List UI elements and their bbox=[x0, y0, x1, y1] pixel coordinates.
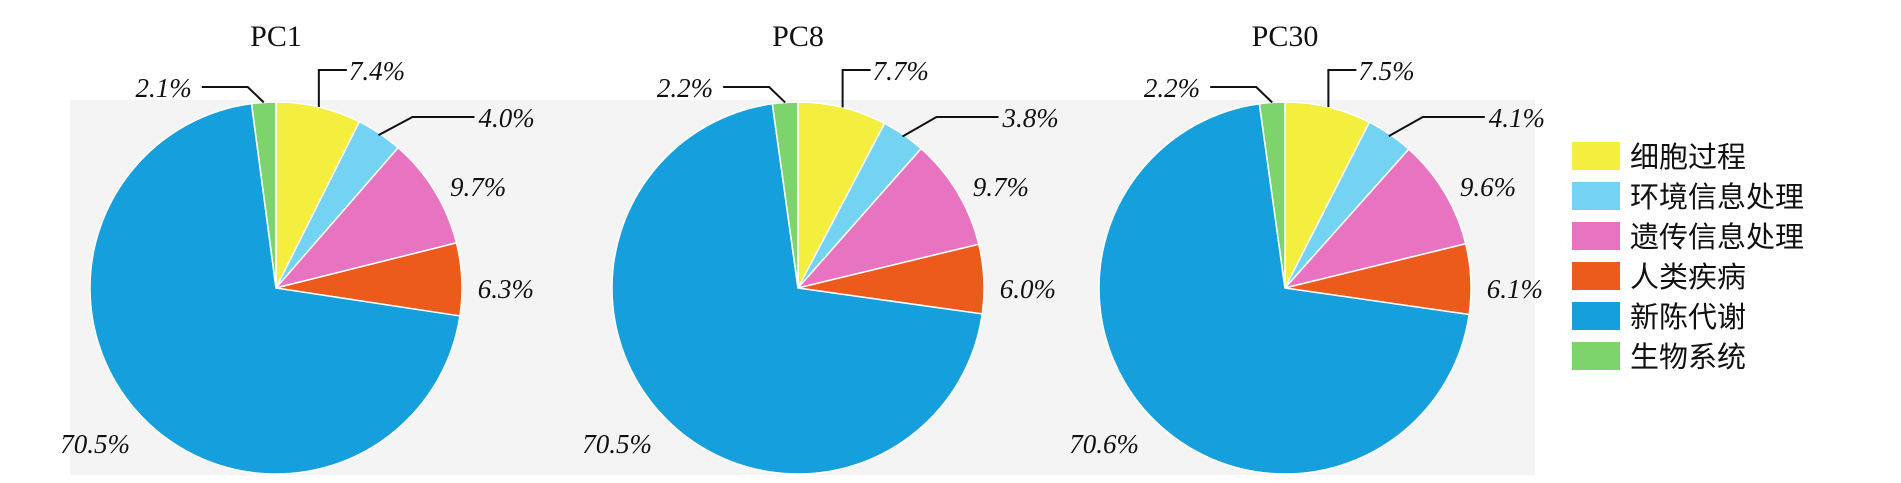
slice-label: 2.2% bbox=[657, 73, 713, 103]
slice-label: 70.6% bbox=[1069, 429, 1139, 459]
slice-label: 9.7% bbox=[973, 172, 1029, 202]
legend-label: 细胞过程 bbox=[1630, 140, 1746, 174]
pie-slice-生物系统 bbox=[250, 101, 277, 289]
legend-swatch bbox=[1572, 342, 1620, 370]
legend-swatch bbox=[1572, 262, 1620, 290]
slice-label: 2.2% bbox=[1144, 73, 1200, 103]
pie-labels: 7.4% 4.0% 9.7% 6.3% 70.5% 2.1% bbox=[60, 56, 534, 459]
slice-label: 70.5% bbox=[60, 429, 130, 459]
legend-item: 生物系统 bbox=[1572, 340, 1746, 374]
legend-swatch bbox=[1572, 142, 1620, 170]
legend-label: 环境信息处理 bbox=[1630, 180, 1804, 214]
legend-item: 人类疾病 bbox=[1572, 260, 1746, 294]
leader-line bbox=[201, 86, 265, 104]
slice-label: 2.1% bbox=[135, 73, 191, 103]
slice-label: 7.7% bbox=[873, 56, 929, 86]
pie-slice-新陈代谢 bbox=[611, 102, 984, 475]
pie-slice-生物系统 bbox=[1258, 101, 1286, 289]
slice-label: 9.6% bbox=[1460, 172, 1516, 202]
legend-swatch bbox=[1572, 222, 1620, 250]
slice-label: 7.5% bbox=[1358, 56, 1414, 86]
legend-item: 环境信息处理 bbox=[1572, 180, 1804, 214]
slice-label: 70.5% bbox=[582, 429, 652, 459]
leader-line bbox=[901, 116, 999, 138]
slice-label: 4.0% bbox=[478, 103, 534, 133]
pies-group: PC1 7.4% 4.0% 9.7% 6.3% 70.5% 2.1% PC8 7.7% 3.8% 9… bbox=[60, 20, 1545, 475]
legend-label: 生物系统 bbox=[1630, 340, 1746, 374]
leader-line bbox=[1388, 116, 1485, 137]
pie-title: PC8 bbox=[772, 20, 824, 53]
pie-title: PC30 bbox=[1252, 20, 1319, 53]
legend-swatch bbox=[1572, 182, 1620, 210]
legend-label: 遗传信息处理 bbox=[1630, 220, 1804, 254]
pie-slice-遗传信息处理 bbox=[273, 146, 458, 290]
pie-labels: 7.5% 4.1% 9.6% 6.1% 70.6% 2.2% bbox=[1069, 56, 1545, 459]
legend-item: 细胞过程 bbox=[1572, 140, 1746, 174]
legend-item: 新陈代谢 bbox=[1572, 300, 1746, 334]
pie-slice-新陈代谢 bbox=[1098, 102, 1470, 475]
slice-label: 9.7% bbox=[450, 172, 506, 202]
leader-line bbox=[377, 116, 475, 137]
leader-line bbox=[317, 69, 347, 108]
leader-line bbox=[1210, 86, 1273, 104]
pie-chart-2: PC30 7.5% 4.1% 9.6% 6.1% 70.6% 2.2% bbox=[1069, 20, 1545, 475]
pie-slice-新陈代谢 bbox=[89, 102, 461, 475]
pie-chart-0: PC1 7.4% 4.0% 9.7% 6.3% 70.5% 2.1% bbox=[60, 20, 535, 475]
pie-title: PC1 bbox=[250, 20, 302, 53]
pie-slice-遗传信息处理 bbox=[1282, 148, 1467, 290]
slice-label: 4.1% bbox=[1489, 103, 1545, 133]
slice-label: 3.8% bbox=[1001, 103, 1058, 133]
pie-slice-遗传信息处理 bbox=[795, 147, 980, 290]
slice-label: 7.4% bbox=[349, 56, 405, 86]
pie-chart-1: PC8 7.7% 3.8% 9.7% 6.0% 70.5% 2.2% bbox=[582, 20, 1059, 475]
slice-label: 6.1% bbox=[1487, 274, 1543, 304]
legend-label: 人类疾病 bbox=[1630, 260, 1746, 294]
legend-item: 遗传信息处理 bbox=[1572, 220, 1804, 254]
pie-labels: 7.7% 3.8% 9.7% 6.0% 70.5% 2.2% bbox=[582, 56, 1058, 459]
leader-line bbox=[723, 86, 786, 104]
slice-label: 6.3% bbox=[478, 274, 534, 304]
leader-line bbox=[841, 69, 871, 108]
legend-label: 新陈代谢 bbox=[1630, 300, 1746, 334]
legend-swatch bbox=[1572, 302, 1620, 330]
pie-slice-生物系统 bbox=[771, 101, 799, 289]
leader-line bbox=[1327, 69, 1357, 108]
slice-label: 6.0% bbox=[1000, 274, 1056, 304]
